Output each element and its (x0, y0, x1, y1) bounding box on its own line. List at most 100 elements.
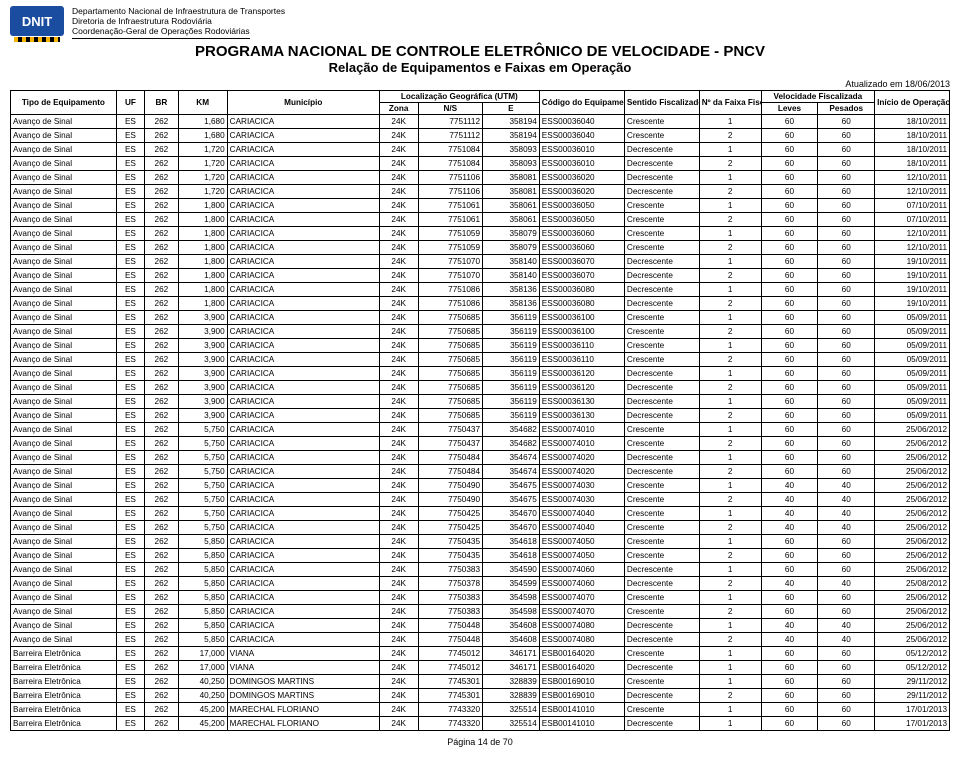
cell: 7750490 (418, 478, 482, 492)
cell: 5,750 (178, 478, 227, 492)
cell: 262 (145, 142, 179, 156)
cell: Decrescente (624, 366, 699, 380)
cell: 7750685 (418, 366, 482, 380)
cell: 18/10/2011 (875, 128, 950, 142)
cell: 354675 (483, 492, 540, 506)
cell: 1 (699, 590, 761, 604)
cell: 7751106 (418, 170, 482, 184)
cell: 60 (761, 366, 818, 380)
cell: ES (116, 716, 144, 730)
table-row: Avanço de SinalES2621,800CARIACICA24K775… (11, 226, 950, 240)
cell: 5,750 (178, 464, 227, 478)
cell: 60 (818, 422, 875, 436)
cell: 40 (818, 576, 875, 590)
cell: 2 (699, 212, 761, 226)
cell: ESB00141010 (539, 702, 624, 716)
cell: 60 (818, 702, 875, 716)
cell: Decrescente (624, 450, 699, 464)
cell: 358140 (483, 254, 540, 268)
cell: 40 (818, 632, 875, 646)
cell: 24K (379, 562, 418, 576)
cell: 358061 (483, 198, 540, 212)
cell: 262 (145, 310, 179, 324)
cell: Decrescente (624, 408, 699, 422)
cell: MARECHAL FLORIANO (227, 716, 379, 730)
cell: 60 (761, 422, 818, 436)
cell: 262 (145, 520, 179, 534)
cell: Avanço de Sinal (11, 604, 117, 618)
th-zona: Zona (379, 102, 418, 114)
cell: 2 (699, 688, 761, 702)
cell: 5,850 (178, 604, 227, 618)
cell: ES (116, 632, 144, 646)
cell: 1 (699, 562, 761, 576)
cell: 262 (145, 296, 179, 310)
cell: ESS00074040 (539, 520, 624, 534)
cell: ESS00036080 (539, 296, 624, 310)
cell: CARIACICA (227, 240, 379, 254)
cell: 24K (379, 450, 418, 464)
cell: 354675 (483, 478, 540, 492)
cell: Barreira Eletrônica (11, 660, 117, 674)
cell: 2 (699, 632, 761, 646)
cell: 60 (818, 324, 875, 338)
th-pes: Pesados (818, 102, 875, 114)
cell: 2 (699, 408, 761, 422)
cell: ES (116, 240, 144, 254)
cell: CARIACICA (227, 156, 379, 170)
cell: 24K (379, 254, 418, 268)
cell: 12/10/2011 (875, 226, 950, 240)
cell: Crescente (624, 128, 699, 142)
cell: 60 (818, 436, 875, 450)
cell: 24K (379, 716, 418, 730)
cell: Crescente (624, 310, 699, 324)
cell: 60 (761, 702, 818, 716)
cell: 5,850 (178, 618, 227, 632)
cell: Avanço de Sinal (11, 380, 117, 394)
cell: Avanço de Sinal (11, 226, 117, 240)
table-row: Avanço de SinalES2625,850CARIACICA24K775… (11, 562, 950, 576)
cell: CARIACICA (227, 478, 379, 492)
cell: Decrescente (624, 618, 699, 632)
cell: 7750383 (418, 562, 482, 576)
cell: 24K (379, 380, 418, 394)
table-row: Avanço de SinalES2625,750CARIACICA24K775… (11, 450, 950, 464)
cell: Avanço de Sinal (11, 114, 117, 128)
cell: 7745301 (418, 688, 482, 702)
cell: 7750484 (418, 450, 482, 464)
cell: 05/09/2011 (875, 394, 950, 408)
table-row: Avanço de SinalES2623,900CARIACICA24K775… (11, 366, 950, 380)
cell: CARIACICA (227, 394, 379, 408)
cell: 354682 (483, 422, 540, 436)
cell: 262 (145, 198, 179, 212)
cell: 5,750 (178, 506, 227, 520)
cell: Avanço de Sinal (11, 492, 117, 506)
cell: 7751084 (418, 142, 482, 156)
cell: 7745012 (418, 646, 482, 660)
cell: Avanço de Sinal (11, 352, 117, 366)
cell: 25/06/2012 (875, 618, 950, 632)
cell: 262 (145, 436, 179, 450)
cell: ES (116, 674, 144, 688)
cell: 7745012 (418, 660, 482, 674)
cell: Crescente (624, 422, 699, 436)
cell: 12/10/2011 (875, 170, 950, 184)
table-row: Avanço de SinalES2621,680CARIACICA24K775… (11, 128, 950, 142)
cell: 1 (699, 366, 761, 380)
cell: 7750685 (418, 338, 482, 352)
cell: Decrescente (624, 562, 699, 576)
cell: 7751112 (418, 128, 482, 142)
cell: 05/09/2011 (875, 324, 950, 338)
cell: 5,850 (178, 632, 227, 646)
cell: Avanço de Sinal (11, 240, 117, 254)
table-row: Avanço de SinalES2621,800CARIACICA24K775… (11, 240, 950, 254)
cell: CARIACICA (227, 506, 379, 520)
cell: Avanço de Sinal (11, 520, 117, 534)
th-sent: Sentido Fiscalizado (624, 90, 699, 114)
cell: 1 (699, 338, 761, 352)
cell: 262 (145, 268, 179, 282)
cell: Decrescente (624, 464, 699, 478)
cell: CARIACICA (227, 170, 379, 184)
cell: ES (116, 170, 144, 184)
cell: ESS00074060 (539, 576, 624, 590)
